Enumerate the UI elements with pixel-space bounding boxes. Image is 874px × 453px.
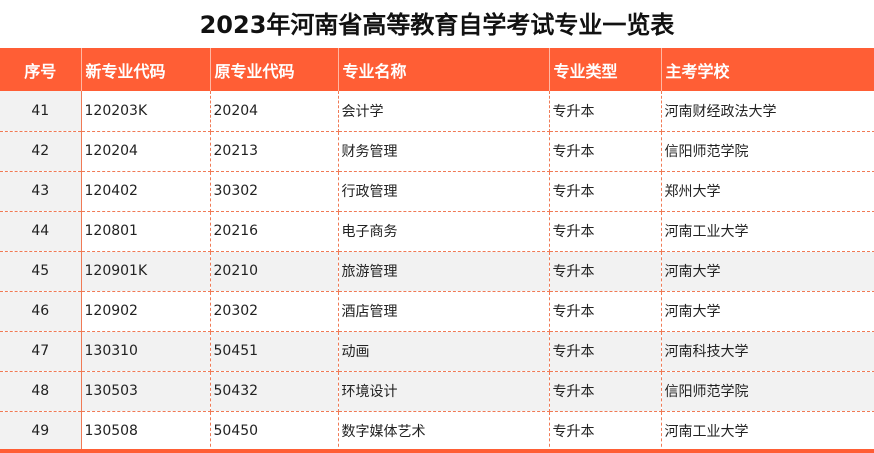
header-seq: 序号 [0,48,82,91]
cell-new-code: 120204 [81,131,211,172]
header-type: 专业类型 [549,48,662,91]
cell-seq: 42 [0,131,82,172]
cell-old-code: 50450 [210,411,339,452]
bottom-accent-bar [0,449,874,453]
cell-major-name: 会计学 [338,91,550,132]
cell-major-name: 财务管理 [338,131,550,172]
cell-major-type: 专升本 [549,331,662,372]
cell-seq: 41 [0,91,82,132]
table-row: 48 130503 50432 环境设计 专升本 信阳师范学院 [0,371,874,412]
table-row: 43 120402 30302 行政管理 专升本 郑州大学 [0,171,874,212]
cell-new-code: 120902 [81,291,211,332]
cell-major-name: 环境设计 [338,371,550,412]
cell-old-code: 30302 [210,171,339,212]
table-row: 47 130310 50451 动画 专升本 河南科技大学 [0,331,874,372]
cell-old-code: 20210 [210,251,339,292]
cell-major-type: 专升本 [549,291,662,332]
header-school: 主考学校 [661,48,874,91]
cell-new-code: 130503 [81,371,211,412]
cell-major-type: 专升本 [549,171,662,212]
cell-major-name: 动画 [338,331,550,372]
cell-school: 河南大学 [661,251,874,292]
header-old-code: 原专业代码 [210,48,339,91]
cell-seq: 44 [0,211,82,252]
table-body: 41 120203K 20204 会计学 专升本 河南财经政法大学 42 120204 2021… [0,91,874,452]
cell-new-code: 130310 [81,331,211,372]
cell-school: 河南科技大学 [661,331,874,372]
cell-seq: 47 [0,331,82,372]
table-row: 46 120902 20302 酒店管理 专升本 河南大学 [0,291,874,332]
header-new-code: 新专业代码 [81,48,211,91]
cell-new-code: 130508 [81,411,211,452]
cell-seq: 46 [0,291,82,332]
cell-old-code: 20302 [210,291,339,332]
header-row: 序号 新专业代码 原专业代码 专业名称 专业类型 主考学校 [0,48,874,91]
cell-major-name: 行政管理 [338,171,550,212]
cell-major-type: 专升本 [549,251,662,292]
cell-major-name: 酒店管理 [338,291,550,332]
table-row: 42 120204 20213 财务管理 专升本 信阳师范学院 [0,131,874,172]
table-row: 45 120901K 20210 旅游管理 专升本 河南大学 [0,251,874,292]
cell-school: 河南财经政法大学 [661,91,874,132]
table-row: 49 130508 50450 数字媒体艺术 专升本 河南工业大学 [0,411,874,452]
cell-seq: 45 [0,251,82,292]
cell-new-code: 120901K [81,251,211,292]
cell-old-code: 20204 [210,91,339,132]
header-name: 专业名称 [338,48,550,91]
cell-new-code: 120402 [81,171,211,212]
cell-school: 信阳师范学院 [661,131,874,172]
cell-school: 河南工业大学 [661,211,874,252]
cell-major-type: 专升本 [549,371,662,412]
cell-old-code: 50451 [210,331,339,372]
cell-major-type: 专升本 [549,411,662,452]
major-table: 序号 新专业代码 原专业代码 专业名称 专业类型 主考学校 41 120203K 2… [0,48,874,452]
cell-major-name: 旅游管理 [338,251,550,292]
cell-new-code: 120801 [81,211,211,252]
cell-seq: 49 [0,411,82,452]
cell-old-code: 20213 [210,131,339,172]
cell-seq: 48 [0,371,82,412]
cell-major-type: 专升本 [549,131,662,172]
cell-major-name: 电子商务 [338,211,550,252]
cell-old-code: 20216 [210,211,339,252]
table-row: 41 120203K 20204 会计学 专升本 河南财经政法大学 [0,91,874,132]
cell-major-name: 数字媒体艺术 [338,411,550,452]
cell-old-code: 50432 [210,371,339,412]
table-header: 序号 新专业代码 原专业代码 专业名称 专业类型 主考学校 [0,48,874,91]
cell-new-code: 120203K [81,91,211,132]
cell-school: 郑州大学 [661,171,874,212]
page-title: 2023年河南省高等教育自学考试专业一览表 [199,11,675,39]
cell-major-type: 专升本 [549,211,662,252]
table-row: 44 120801 20216 电子商务 专升本 河南工业大学 [0,211,874,252]
cell-major-type: 专升本 [549,91,662,132]
cell-seq: 43 [0,171,82,212]
cell-school: 河南工业大学 [661,411,874,452]
cell-school: 信阳师范学院 [661,371,874,412]
cell-school: 河南大学 [661,291,874,332]
